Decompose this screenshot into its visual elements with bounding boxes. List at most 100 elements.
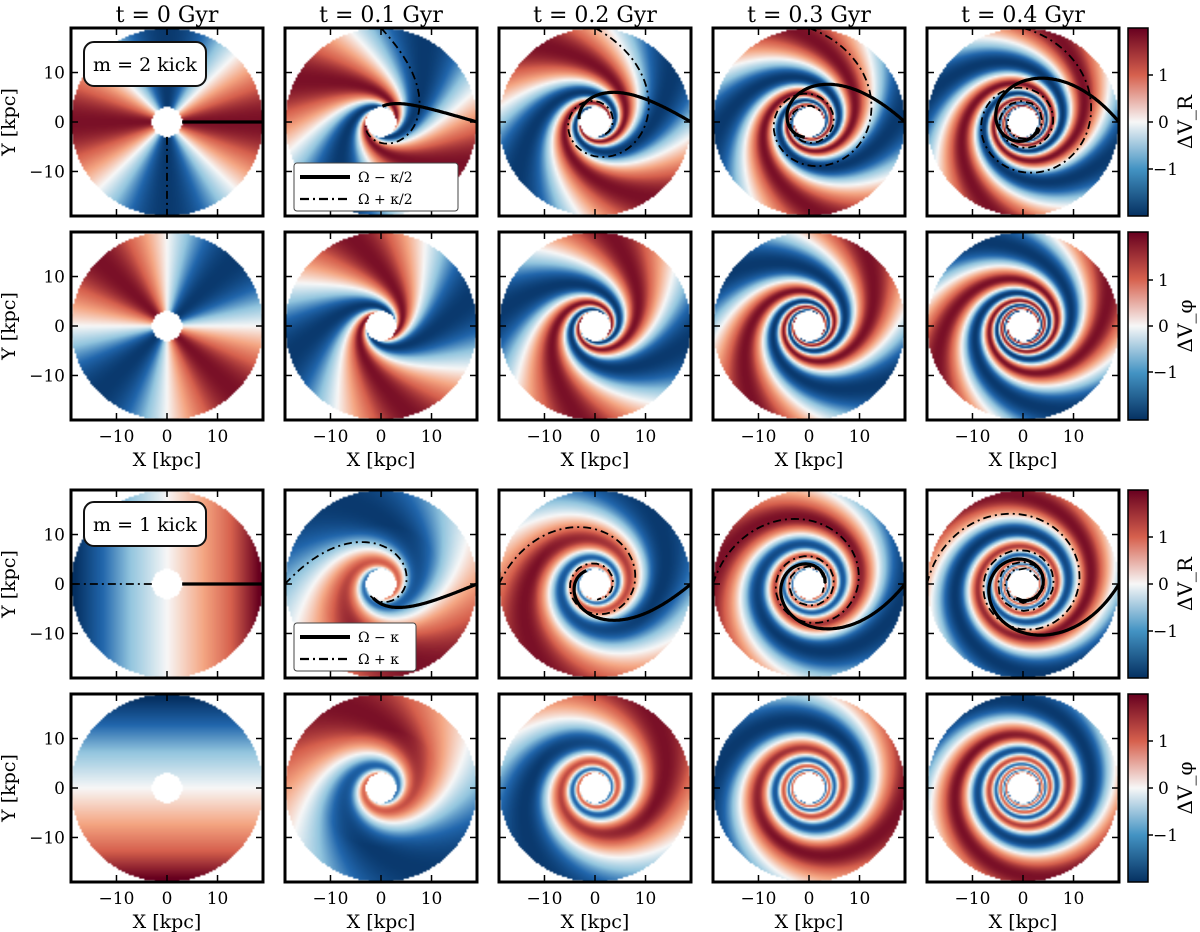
x-tick-label: −10 [741,427,777,447]
x-tick-label: −10 [99,427,135,447]
resonance-curve-dashdot [926,512,1081,631]
y-tick-label: −10 [29,162,65,182]
column-title: t = 0.4 Gyr [961,3,1085,28]
panel [925,488,1121,680]
x-tick-label: 10 [849,889,871,909]
y-tick-label: 0 [54,113,65,133]
velocity-heatmap [713,28,905,216]
x-tick-label: 10 [207,889,229,909]
resonance-curve-solid [785,82,907,139]
x-tick-label: 10 [1063,427,1085,447]
colorbar-row-1: 1 0 −1 ΔV_R [1127,27,1197,217]
y-axis-label: Y [kpc] [0,88,20,157]
x-axis-label: X [kpc] [561,911,630,932]
x-axis-label: X [kpc] [133,449,202,471]
x-tick-label: −10 [955,889,991,909]
y-tick-label: 10 [43,730,65,750]
y-tick-label: 10 [43,64,65,84]
colorbar-tick-label: −1 [1153,622,1178,642]
velocity-heatmap [285,694,477,882]
legend-entry: Ω − κ [358,630,399,646]
x-tick-label: −10 [527,889,563,909]
velocity-heatmap [499,490,691,678]
colorbar-tick-label: 1 [1158,732,1169,752]
colorbar-row-2: 1 0 −1 ΔV_φ [1127,231,1197,421]
y-axis-label: Y [kpc] [0,550,20,619]
panel [497,488,693,680]
colorbar-tick-label: 1 [1158,66,1169,86]
column-title: t = 0.2 Gyr [533,3,657,28]
velocity-heatmap [713,232,905,420]
velocity-heatmap [71,694,263,882]
x-tick-label: 10 [635,889,657,909]
panel [711,26,907,218]
y-tick-label: −10 [29,624,65,644]
velocity-heatmap [927,28,1119,216]
y-axis-label: Y [kpc] [0,292,20,361]
x-tick-label: 0 [1018,427,1029,447]
resonance-curve-dashdot [284,541,408,604]
legend-entry: Ω + κ/2 [358,192,413,208]
panel [711,488,907,680]
x-tick-label: 0 [590,889,601,909]
colorbar-tick-label: −1 [1153,826,1178,846]
x-tick-label: −10 [955,427,991,447]
y-tick-label: −10 [29,828,65,848]
colorbar-row-3: 1 0 −1 ΔV_R [1127,489,1197,679]
y-axis-label: Y [kpc] [0,754,20,823]
kick-label-box [83,41,207,87]
column-titles: t = 0 Gyr t = 0.1 Gyr t = 0.2 Gyr t = 0.… [116,3,1086,28]
resonance-curve-dashdot [498,526,637,616]
colorbar-tick-label: −1 [1153,160,1178,180]
x-tick-label: 0 [376,427,387,447]
x-tick-label: 10 [207,427,229,447]
legend-m1: Ω − κ Ω + κ [293,622,417,672]
panel-grid: 100−10Y [kpc]100−10Y [kpc]−10 0 10X [kpc]−… [0,26,1121,932]
velocity-heatmap [927,490,1119,678]
panel: −10 0 10X [kpc] [711,230,907,471]
colorbar-label: ΔV_φ [1173,762,1197,815]
x-axis-label: X [kpc] [347,449,416,471]
panel [497,26,693,218]
colorbar-tick-label: 1 [1158,271,1169,291]
kick-label: m = 2 kick [93,54,197,76]
colorbar [1127,693,1149,883]
resonance-curve-solid [372,582,478,609]
x-tick-label: 0 [162,427,173,447]
x-tick-label: 0 [376,889,387,909]
x-tick-label: 0 [1018,889,1029,909]
velocity-heatmap [499,694,691,882]
x-axis-label: X [kpc] [347,911,416,932]
x-tick-label: 10 [421,889,443,909]
velocity-heatmap [927,694,1119,882]
x-axis-label: X [kpc] [989,449,1058,471]
x-axis-label: X [kpc] [775,449,844,471]
panel: 100−10Y [kpc]−10 0 10X [kpc] [0,230,265,471]
y-tick-label: 10 [43,526,65,546]
velocity-heatmap [499,28,691,216]
colorbar-tick-label: −1 [1153,363,1178,383]
resonance-curve-solid [577,90,692,124]
velocity-heatmap [713,694,905,882]
panel: −10 0 10X [kpc] [283,230,479,471]
velocity-heatmap [713,490,905,678]
x-tick-label: −10 [741,889,777,909]
velocity-heatmap [71,232,263,420]
x-axis-label: X [kpc] [561,449,630,471]
x-axis-label: X [kpc] [133,911,202,932]
kick-annotation-m2: m = 2 kick [83,41,207,87]
panel: −10 0 10X [kpc] [925,692,1121,932]
column-title: t = 0.3 Gyr [747,3,871,28]
resonance-curve-dashdot [364,27,421,145]
x-tick-label: 10 [421,427,443,447]
x-tick-label: −10 [313,427,349,447]
resonance-curve-solid [779,562,907,631]
panel: −10 0 10X [kpc] [711,692,907,932]
resonance-curve-solid [381,102,478,124]
resonance-curve-dashdot [980,27,1092,174]
colorbar-tick-label: 0 [1158,779,1169,799]
panel: −10 0 10X [kpc] [283,692,479,932]
x-tick-label: 0 [804,889,815,909]
kick-label-box [83,501,207,547]
